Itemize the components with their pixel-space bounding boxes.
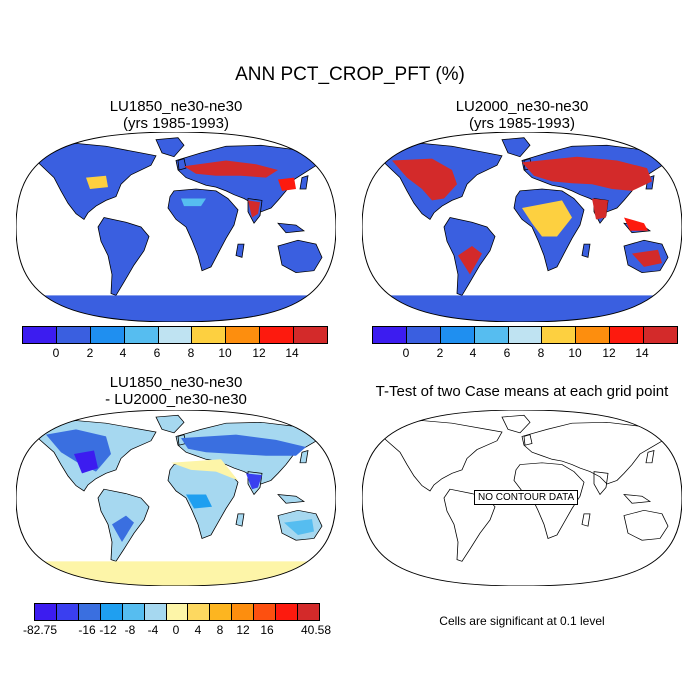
colorbar-tick: 40.58 bbox=[300, 623, 332, 637]
colorbar-cell bbox=[508, 327, 543, 343]
colorbar-top-right bbox=[372, 326, 678, 344]
map-top-left bbox=[16, 132, 336, 322]
colorbar-cell bbox=[440, 327, 475, 343]
colorbar-tick: 0 bbox=[402, 346, 410, 360]
colorbar-cell bbox=[226, 327, 261, 343]
colorbar-cell bbox=[56, 327, 91, 343]
colorbar-cell bbox=[192, 327, 227, 343]
colorbar-cell bbox=[23, 327, 57, 343]
panel-top-left-subtitle: (yrs 1985-1993) bbox=[123, 115, 229, 132]
colorbar-tick: -4 bbox=[147, 623, 159, 637]
colorbar-tick: 4 bbox=[194, 623, 202, 637]
colorbar-tick: 4 bbox=[469, 346, 477, 360]
map-bottom-right bbox=[362, 410, 682, 586]
panel-bottom-left-title: LU1850_ne30-ne30 bbox=[109, 374, 243, 391]
colorbar-tick: 0 bbox=[52, 346, 60, 360]
colorbar-cell bbox=[210, 604, 233, 620]
colorbar-tick: 10 bbox=[218, 346, 232, 360]
colorbar-tick: -82.75 bbox=[22, 623, 58, 637]
colorbar-cell bbox=[260, 327, 295, 343]
colorbar-cell bbox=[90, 327, 125, 343]
colorbar-cell bbox=[276, 604, 299, 620]
colorbar-top-left bbox=[22, 326, 328, 344]
colorbar-tick: 0 bbox=[172, 623, 180, 637]
colorbar-cell bbox=[78, 604, 101, 620]
panel-top-right-subtitle: (yrs 1985-1993) bbox=[469, 115, 575, 132]
colorbar-cell bbox=[100, 604, 123, 620]
colorbar-tick: 6 bbox=[153, 346, 161, 360]
colorbar-tick: 8 bbox=[187, 346, 195, 360]
colorbar-tick: -12 bbox=[99, 623, 117, 637]
colorbar-cell bbox=[373, 327, 407, 343]
colorbar-difference bbox=[34, 603, 320, 621]
panel-bottom-left-subtitle: - LU2000_ne30-ne30 bbox=[105, 391, 247, 408]
colorbar-tick: 16 bbox=[260, 623, 274, 637]
colorbar-tick: 8 bbox=[216, 623, 224, 637]
colorbar-cell bbox=[144, 604, 167, 620]
map-top-right bbox=[362, 132, 682, 322]
colorbar-cell bbox=[122, 604, 145, 620]
colorbar-cell bbox=[166, 604, 189, 620]
colorbar-tick: 10 bbox=[568, 346, 582, 360]
colorbar-cell bbox=[254, 604, 277, 620]
panel-top-left-title: LU1850_ne30-ne30 bbox=[109, 98, 243, 115]
panel-bottom-right-title: T-Test of two Case means at each grid po… bbox=[375, 383, 669, 400]
colorbar-tick: -8 bbox=[124, 623, 136, 637]
colorbar-cell bbox=[298, 604, 319, 620]
colorbar-cell bbox=[232, 604, 255, 620]
colorbar-tick: 14 bbox=[635, 346, 649, 360]
colorbar-tick: 8 bbox=[537, 346, 545, 360]
colorbar-cell bbox=[644, 327, 678, 343]
colorbar-tick: 2 bbox=[86, 346, 94, 360]
colorbar-cell bbox=[406, 327, 441, 343]
colorbar-tick: -16 bbox=[78, 623, 96, 637]
colorbar-cell bbox=[158, 327, 193, 343]
colorbar-cell bbox=[188, 604, 211, 620]
colorbar-tick: 14 bbox=[285, 346, 299, 360]
colorbar-cell bbox=[610, 327, 645, 343]
panel-top-right-title: LU2000_ne30-ne30 bbox=[455, 98, 589, 115]
colorbar-cell bbox=[294, 327, 328, 343]
colorbar-tick: 2 bbox=[436, 346, 444, 360]
map-bottom-left bbox=[16, 410, 336, 586]
no-contour-data-label: NO CONTOUR DATA bbox=[474, 490, 579, 505]
colorbar-tick: 12 bbox=[236, 623, 250, 637]
colorbar-tick: 12 bbox=[602, 346, 616, 360]
colorbar-cell bbox=[576, 327, 611, 343]
colorbar-cell bbox=[56, 604, 79, 620]
colorbar-tick: 6 bbox=[503, 346, 511, 360]
colorbar-cell bbox=[474, 327, 509, 343]
main-title: ANN PCT_CROP_PFT (%) bbox=[235, 64, 465, 85]
colorbar-cell bbox=[35, 604, 57, 620]
colorbar-cell bbox=[542, 327, 577, 343]
significance-note: Cells are significant at 0.1 level bbox=[439, 614, 605, 628]
colorbar-cell bbox=[124, 327, 159, 343]
colorbar-tick: 4 bbox=[119, 346, 127, 360]
colorbar-tick: 12 bbox=[252, 346, 266, 360]
